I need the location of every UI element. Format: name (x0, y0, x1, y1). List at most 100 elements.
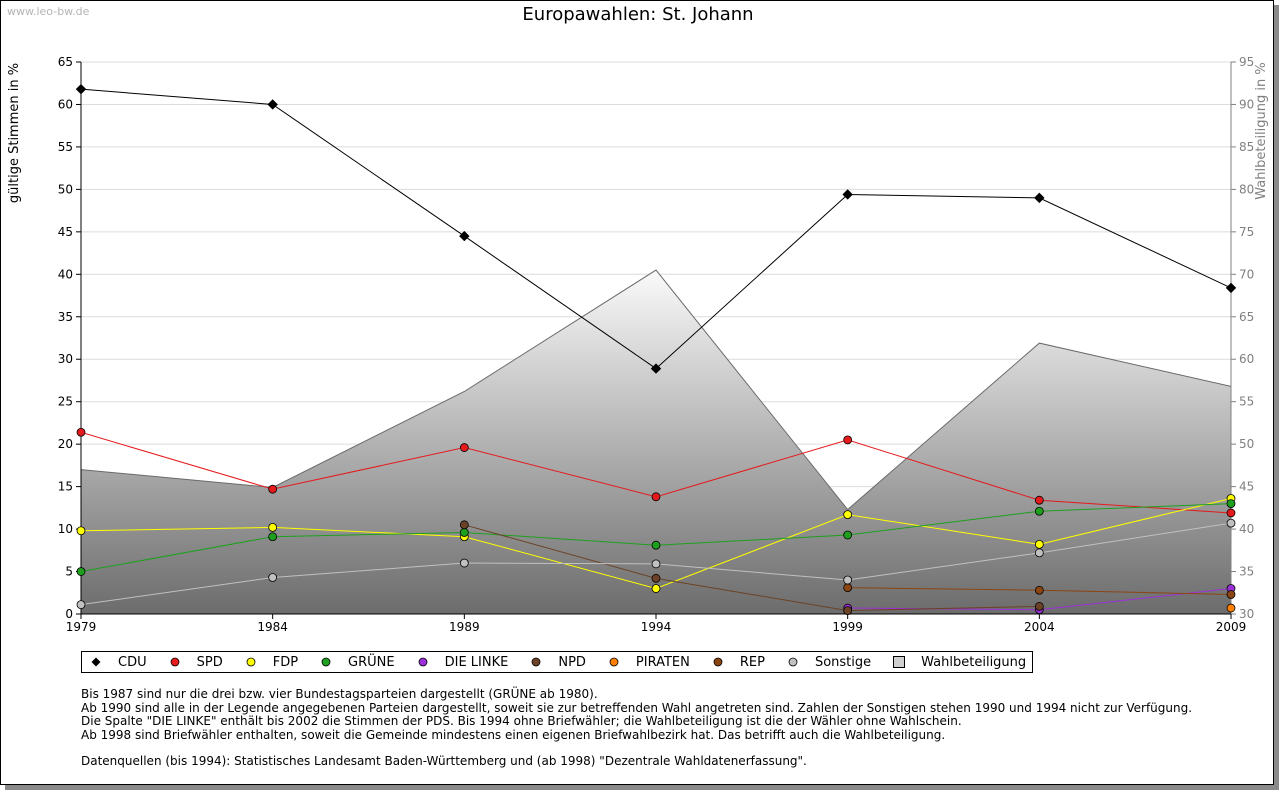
point-gruene (651, 540, 661, 550)
point-sonstige (268, 573, 278, 582)
point-cdu (1225, 282, 1237, 294)
point-cdu (267, 99, 278, 110)
turnout-area-fill (81, 270, 1231, 614)
point-gruene (1226, 499, 1236, 509)
y2-tick-label: 35 (1239, 565, 1254, 579)
y-tick-label: 55 (58, 140, 73, 154)
legend-item-npd: NPD (530, 655, 586, 670)
y2-tick-label: 40 (1239, 522, 1254, 536)
y2-axis-label: Wahlbeteiligung in % (1254, 62, 1269, 199)
point-cdu (75, 83, 87, 95)
notes: Bis 1987 sind nur die drei bzw. vier Bun… (81, 687, 1193, 769)
y-tick-label: 15 (58, 480, 73, 494)
note-line: Ab 1990 sind alle in der Legende angegeb… (81, 700, 1193, 715)
y2-tick-label: 65 (1239, 310, 1254, 324)
y-tick-label: 20 (58, 437, 73, 451)
point-npd (1034, 601, 1044, 611)
point-npd (843, 606, 853, 616)
point-fdp (268, 522, 278, 532)
point-gruene (268, 532, 278, 542)
legend-marker-rep (712, 656, 724, 668)
y-tick-label: 35 (58, 310, 73, 324)
legend-marker-sonstige (787, 656, 799, 668)
y-tick-label: 10 (58, 522, 73, 536)
y2-tick-label: 80 (1239, 182, 1254, 196)
y2-tick-label: 55 (1239, 395, 1254, 409)
x-tick-label: 1999 (832, 620, 863, 634)
point-cdu (1034, 192, 1045, 204)
y-tick-label: 25 (58, 395, 73, 409)
legend-marker-die-linke (417, 656, 429, 668)
legend-label: Sonstige (814, 654, 872, 670)
point-rep (843, 583, 853, 593)
legend-item-fdp: FDP (245, 655, 298, 670)
point-gruene (843, 530, 853, 540)
legend-item-gruene: GRÜNE (320, 655, 395, 670)
note-line: Bis 1987 sind nur die drei bzw. vier Bun… (81, 687, 598, 701)
y-tick-label: 0 (65, 607, 73, 621)
y2-tick-label: 75 (1239, 225, 1254, 239)
y-tick-label: 65 (58, 55, 73, 69)
legend-label: GRÜNE (348, 654, 395, 670)
y-tick-label: 50 (58, 182, 73, 196)
legend-label: PIRATEN (635, 654, 690, 670)
legend-item-sonstige: Sonstige (787, 655, 871, 670)
point-spd (843, 435, 853, 445)
point-spd (459, 443, 469, 452)
legend-marker-npd (530, 656, 542, 668)
legend-label: Wahlbeteiligung (921, 654, 1027, 670)
legend-item-cdu: CDU (90, 655, 147, 670)
point-sonstige (843, 575, 853, 585)
chart-title: Europawahlen: St. Johann (522, 4, 754, 25)
legend-label: DIE LINKE (444, 654, 509, 670)
point-spd (268, 484, 278, 494)
y2-tick-label: 95 (1239, 55, 1254, 69)
x-tick-label: 1984 (257, 620, 288, 634)
legend-marker-wahlbeteiligung (893, 656, 906, 668)
point-rep (1034, 585, 1044, 595)
legend-item-spd: SPD (169, 655, 223, 670)
legend-label: SPD (196, 654, 223, 670)
legend: CDU SPD FDP GRÜNE DIE LINKE NPD PIRATEN REP Sons… (81, 651, 1034, 673)
point-gruene (459, 528, 469, 537)
point-fdp (1034, 539, 1044, 549)
point-cdu (459, 230, 470, 242)
legend-marker-fdp (245, 656, 257, 668)
watermark: www.leo-bw.de (7, 5, 90, 18)
data-sources: Datenquellen (bis 1994): Statistisches L… (81, 754, 807, 769)
y2-tick-label: 90 (1239, 97, 1254, 111)
point-spd (1226, 508, 1236, 518)
series-line-npd (464, 524, 1040, 612)
y2-tick-label: 70 (1239, 267, 1254, 281)
note-line: Ab 1998 sind Briefwähler enthalten, sowe… (81, 727, 946, 742)
point-sonstige (651, 559, 661, 569)
legend-item-piraten: PIRATEN (608, 655, 690, 670)
legend-item-die-linke: DIE LINKE (417, 654, 509, 670)
legend-label: NPD (558, 654, 586, 670)
x-tick-label: 1994 (641, 620, 672, 634)
y-tick-label: 30 (58, 352, 73, 366)
y-tick-label: 60 (58, 97, 73, 111)
point-rep (1226, 590, 1236, 599)
point-gruene (76, 567, 86, 576)
legend-label: CDU (118, 654, 147, 670)
legend-label: FDP (272, 654, 299, 670)
legend-item-rep: REP (712, 655, 765, 670)
point-sonstige (76, 600, 86, 610)
y-tick-label: 40 (58, 267, 73, 281)
point-spd (76, 427, 86, 437)
x-tick-label: 1989 (449, 620, 480, 634)
y2-tick-label: 60 (1239, 352, 1254, 366)
legend-marker-gruene (320, 656, 332, 668)
point-gruene (1034, 506, 1044, 516)
point-cdu (842, 189, 853, 200)
y-axis-label: gültige Stimmen in % (7, 63, 22, 203)
x-tick-label: 1979 (66, 620, 97, 634)
legend-marker-cdu (90, 656, 102, 668)
y2-tick-label: 30 (1239, 607, 1254, 621)
y2-tick-label: 45 (1239, 480, 1254, 494)
legend-marker-spd (169, 656, 181, 668)
point-sonstige (1226, 518, 1236, 528)
chart-svg: 0 5 10 15 20 25 30 35 40 45 50 55 60 65 30 35 40 45 50 55 60… (7, 55, 1269, 634)
